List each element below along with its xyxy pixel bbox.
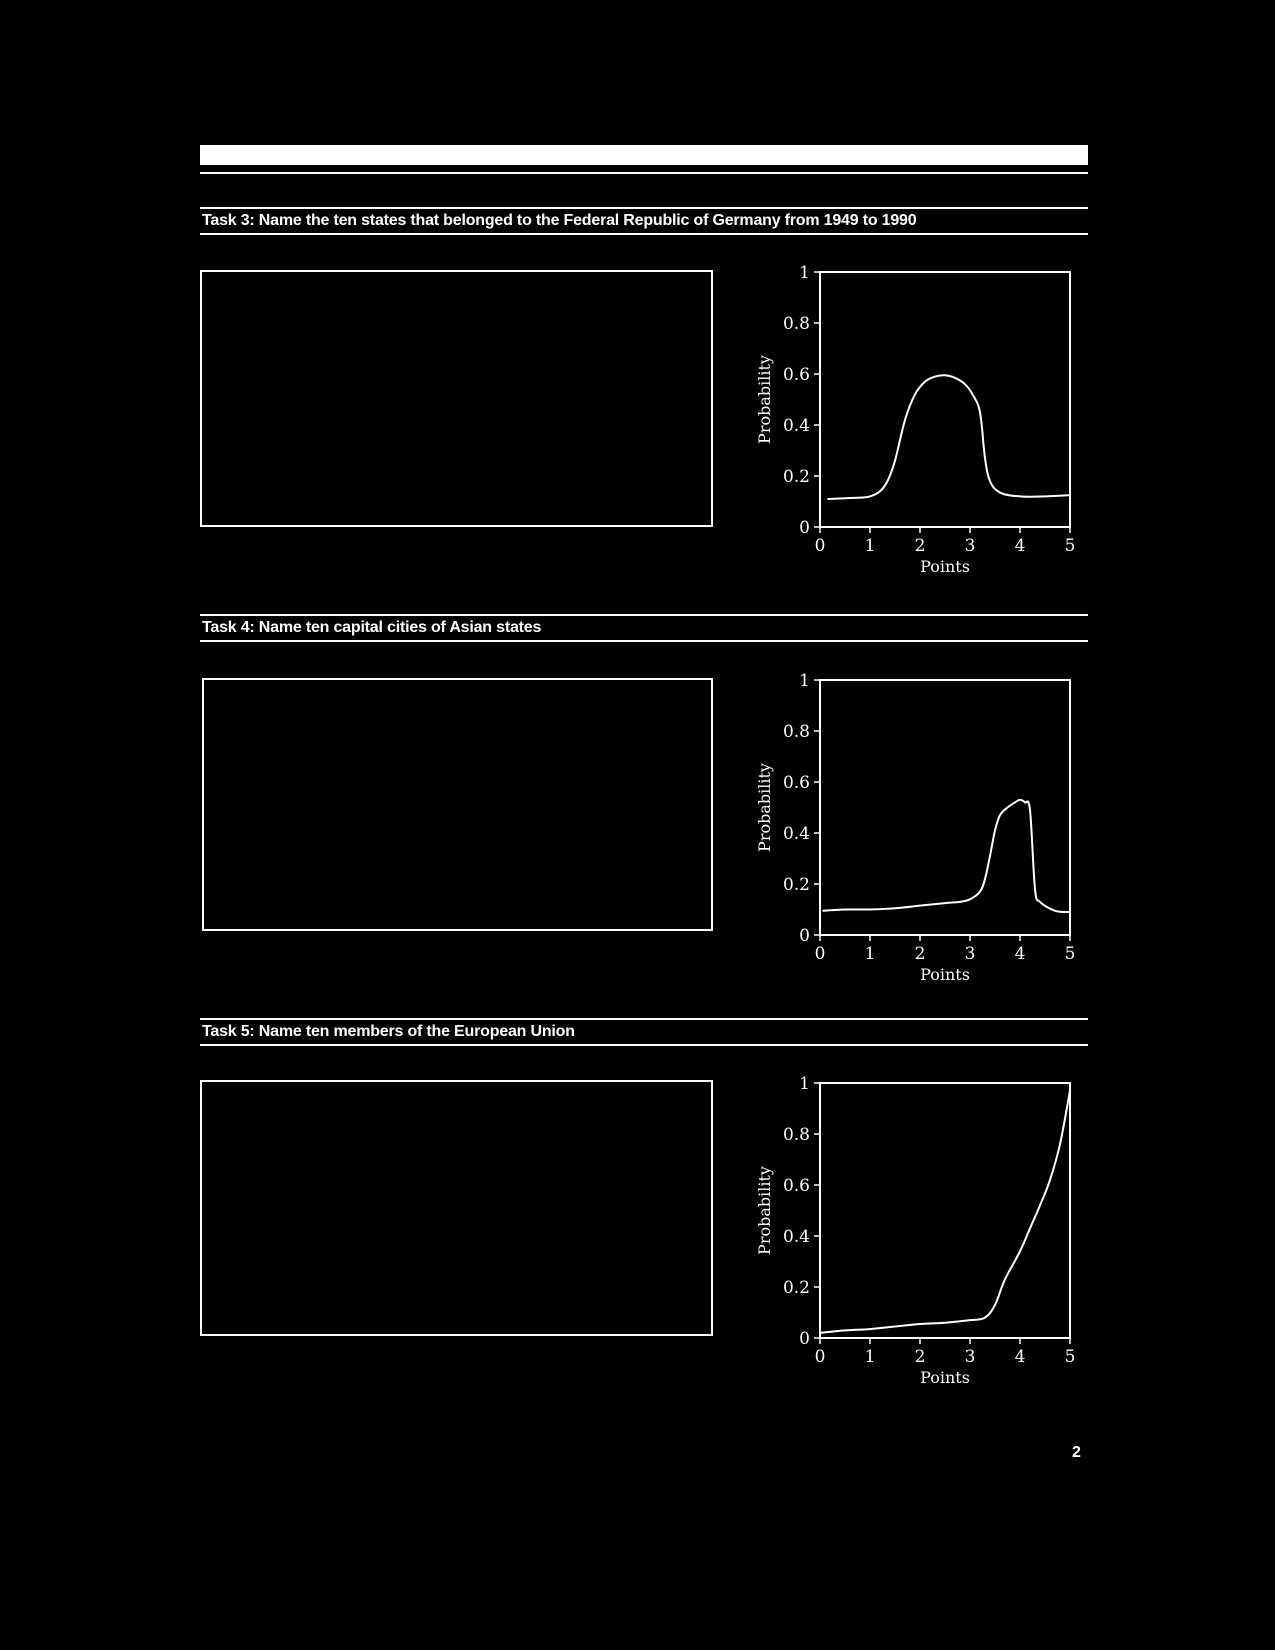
x-tick-label: 1	[865, 1347, 876, 1367]
x-axis-label: Points	[920, 557, 970, 576]
probability-curve	[827, 374, 1071, 500]
x-tick-label: 3	[965, 536, 976, 556]
y-tick-label: 0.8	[783, 722, 810, 742]
probability-curve	[819, 1090, 1071, 1334]
x-tick-label: 3	[965, 1347, 976, 1367]
y-tick-label: 0.8	[783, 314, 810, 334]
task-3-chart: 0 0.2 0.4 0.6 0.8 1 0 1 2 3 4 5 Points Probability	[740, 262, 1080, 587]
task-5-chart: 0 0.2 0.4 0.6 0.8 1 0 1 2 3 4 5 Points Probability	[740, 1073, 1080, 1398]
task-3-title: Task 3: Name the ten states that belonge…	[200, 207, 1088, 235]
y-tick-label: 1	[799, 671, 810, 691]
y-tick-label: 0.6	[783, 365, 810, 385]
x-tick-label: 2	[915, 536, 926, 556]
y-tick-label: 0.6	[783, 1176, 810, 1196]
x-tick-label: 1	[865, 536, 876, 556]
chart-svg: 0 0.2 0.4 0.6 0.8 1 0 1 2 3 4 5 Points Probability	[755, 263, 1076, 576]
x-tick-label: 4	[1015, 1347, 1026, 1367]
y-tick-label: 0	[799, 1329, 810, 1349]
y-tick-label: 0	[799, 518, 810, 538]
y-tick-label: 0.2	[783, 1278, 810, 1298]
task-5-answer-box[interactable]	[200, 1080, 713, 1336]
task-3-title-text: Task 3: Name the ten states that belonge…	[202, 212, 917, 229]
task-3-answer-box[interactable]	[200, 270, 713, 527]
x-tick-label: 5	[1065, 536, 1076, 556]
y-tick-label: 0.4	[783, 416, 810, 436]
x-tick-label: 5	[1065, 944, 1076, 964]
y-tick-label: 0.6	[783, 773, 810, 793]
y-axis-label: Probability	[755, 355, 774, 444]
probability-curve	[822, 798, 1071, 914]
x-axis-label: Points	[920, 965, 970, 984]
y-tick-label: 0	[799, 926, 810, 946]
y-tick-label: 1	[799, 1074, 810, 1094]
y-axis-label: Probability	[755, 1166, 774, 1255]
y-tick-label: 0.8	[783, 1125, 810, 1145]
task-4-answer-box[interactable]	[202, 678, 713, 931]
x-tick-label: 5	[1065, 1347, 1076, 1367]
plot-frame	[819, 679, 1071, 936]
task-5-title-text: Task 5: Name ten members of the European…	[202, 1023, 575, 1040]
x-tick-label: 0	[815, 536, 826, 556]
plot-frame	[819, 271, 1071, 528]
x-tick-label: 0	[815, 944, 826, 964]
x-tick-label: 2	[915, 944, 926, 964]
x-tick-label: 4	[1015, 944, 1026, 964]
chart-svg: 0 0.2 0.4 0.6 0.8 1 0 1 2 3 4 5 Points Probability	[755, 1074, 1076, 1387]
x-tick-label: 0	[815, 1347, 826, 1367]
header-bar	[200, 145, 1088, 165]
y-tick-label: 0.2	[783, 467, 810, 487]
plot-frame	[819, 1082, 1071, 1339]
y-tick-label: 1	[799, 263, 810, 283]
x-tick-label: 2	[915, 1347, 926, 1367]
y-tick-label: 0.4	[783, 1227, 810, 1247]
task-5-title: Task 5: Name ten members of the European…	[200, 1018, 1088, 1046]
y-tick-label: 0.4	[783, 824, 810, 844]
page-number: 2	[1072, 1444, 1081, 1461]
chart-svg: 0 0.2 0.4 0.6 0.8 1 0 1 2 3 4 5 Points Probability	[755, 671, 1076, 984]
y-axis-label: Probability	[755, 763, 774, 852]
x-tick-label: 4	[1015, 536, 1026, 556]
task-4-title: Task 4: Name ten capital cities of Asian…	[200, 614, 1088, 642]
header-rule	[200, 172, 1088, 174]
task-4-title-text: Task 4: Name ten capital cities of Asian…	[202, 619, 542, 636]
x-tick-label: 3	[965, 944, 976, 964]
y-tick-label: 0.2	[783, 875, 810, 895]
task-4-chart: 0 0.2 0.4 0.6 0.8 1 0 1 2 3 4 5 Points Probability	[740, 670, 1080, 995]
x-tick-label: 1	[865, 944, 876, 964]
x-axis-label: Points	[920, 1368, 970, 1387]
